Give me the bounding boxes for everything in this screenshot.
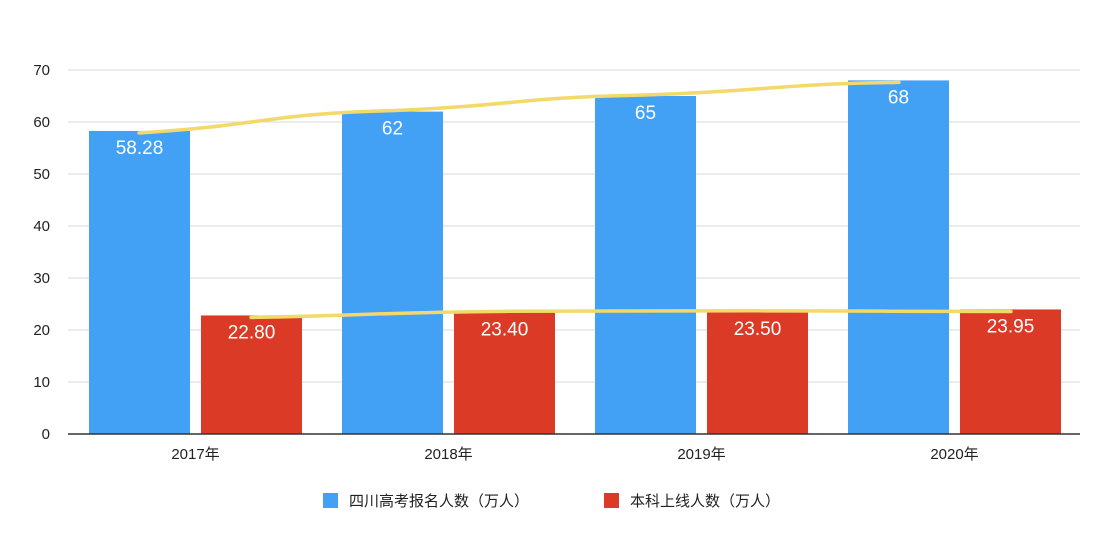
- data-label: 65: [635, 103, 656, 124]
- bars: [89, 80, 1061, 435]
- y-tick-label: 40: [33, 218, 50, 235]
- data-label: 23.40: [481, 319, 529, 340]
- bar-registrations: [89, 130, 190, 434]
- data-labels: 58.28 22.80 62 23.40 65 23.50 68 23.95: [116, 87, 1035, 343]
- x-tick-label: 2018年: [424, 446, 472, 463]
- legend: 四川高考报名人数（万人） 本科上线人数（万人）: [323, 493, 780, 510]
- axes: 0 10 20 30 40 50 60 70 2017年 2018年 2019年 2020年: [33, 62, 1080, 463]
- data-label: 58.28: [116, 138, 164, 159]
- data-label: 23.95: [987, 316, 1035, 337]
- bar-undergrad-admissions: [960, 309, 1061, 434]
- bar-undergrad-admissions: [201, 315, 302, 434]
- y-tick-label: 70: [33, 62, 50, 79]
- bar-registrations: [595, 96, 696, 434]
- x-tick-label: 2020年: [930, 446, 978, 463]
- data-label: 23.50: [734, 319, 782, 340]
- bar-registrations: [342, 111, 443, 434]
- trendline-registrations: [137, 80, 901, 135]
- legend-label: 本科上线人数（万人）: [630, 493, 780, 510]
- legend-swatch: [604, 493, 619, 508]
- data-label: 22.80: [228, 322, 276, 343]
- y-tick-label: 20: [33, 322, 50, 339]
- legend-label: 四川高考报名人数（万人）: [349, 493, 529, 510]
- bar-undergrad-admissions: [707, 311, 808, 434]
- bar-registrations: [848, 80, 949, 435]
- y-tick-label: 50: [33, 166, 50, 183]
- y-tick-label: 10: [33, 374, 50, 391]
- x-tick-label: 2019年: [677, 446, 725, 463]
- y-tick-label: 60: [33, 114, 50, 131]
- data-label: 68: [888, 87, 909, 108]
- x-tick-label: 2017年: [171, 446, 219, 463]
- y-tick-label: 30: [33, 270, 50, 287]
- y-tick-label: 0: [42, 426, 50, 443]
- data-label: 62: [382, 119, 403, 140]
- legend-swatch: [323, 493, 338, 508]
- trendline-undergrad-admissions: [249, 309, 1013, 320]
- bar-undergrad-admissions: [454, 312, 555, 434]
- trendlines: [137, 80, 1013, 320]
